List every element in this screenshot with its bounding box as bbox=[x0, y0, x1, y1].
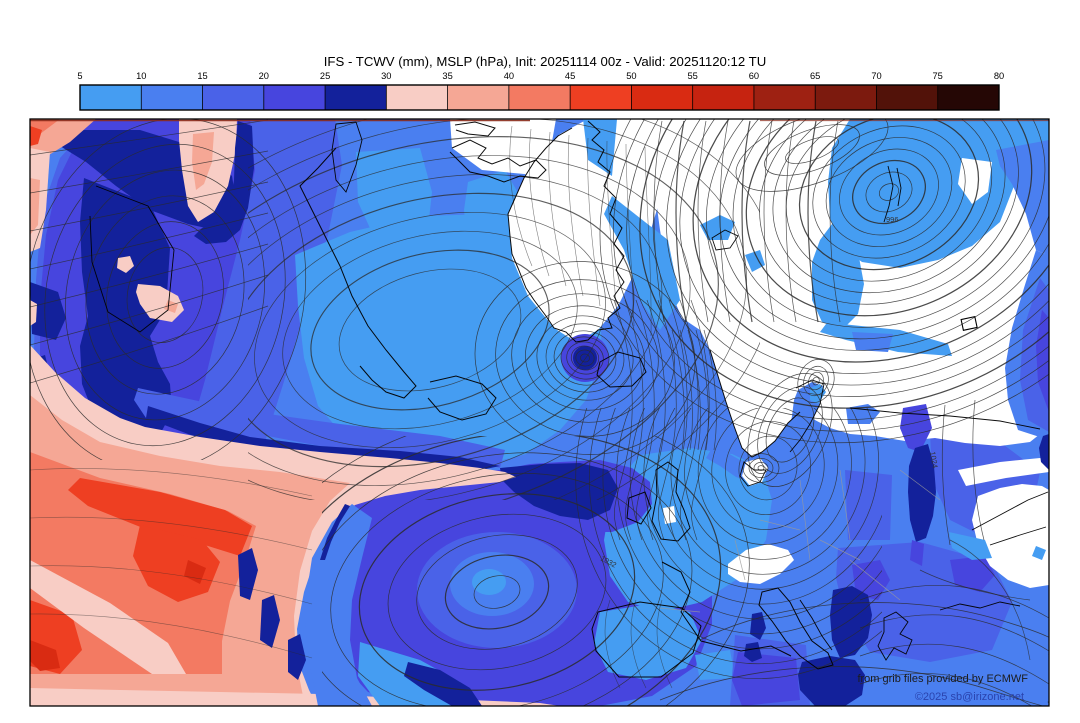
svg-text:from grib files provided by EC: from grib files provided by ECMWF bbox=[857, 673, 1028, 685]
svg-text:75: 75 bbox=[933, 71, 943, 81]
svg-text:35: 35 bbox=[442, 71, 452, 81]
svg-text:5: 5 bbox=[77, 71, 82, 81]
svg-text:65: 65 bbox=[810, 71, 820, 81]
svg-text:20: 20 bbox=[259, 71, 269, 81]
svg-text:©2025 sb@irizone.net: ©2025 sb@irizone.net bbox=[915, 691, 1024, 703]
svg-text:50: 50 bbox=[626, 71, 636, 81]
svg-text:55: 55 bbox=[688, 71, 698, 81]
svg-text:IFS - TCWV (mm), MSLP (hPa), I: IFS - TCWV (mm), MSLP (hPa), Init: 20251… bbox=[324, 54, 766, 69]
svg-text:1024: 1024 bbox=[928, 451, 940, 469]
svg-text:15: 15 bbox=[197, 71, 207, 81]
svg-text:996: 996 bbox=[886, 215, 899, 224]
svg-text:30: 30 bbox=[381, 71, 391, 81]
svg-text:60: 60 bbox=[749, 71, 759, 81]
svg-text:80: 80 bbox=[994, 71, 1004, 81]
svg-text:40: 40 bbox=[504, 71, 514, 81]
svg-text:25: 25 bbox=[320, 71, 330, 81]
svg-text:70: 70 bbox=[871, 71, 881, 81]
svg-text:45: 45 bbox=[565, 71, 575, 81]
svg-text:10: 10 bbox=[136, 71, 146, 81]
